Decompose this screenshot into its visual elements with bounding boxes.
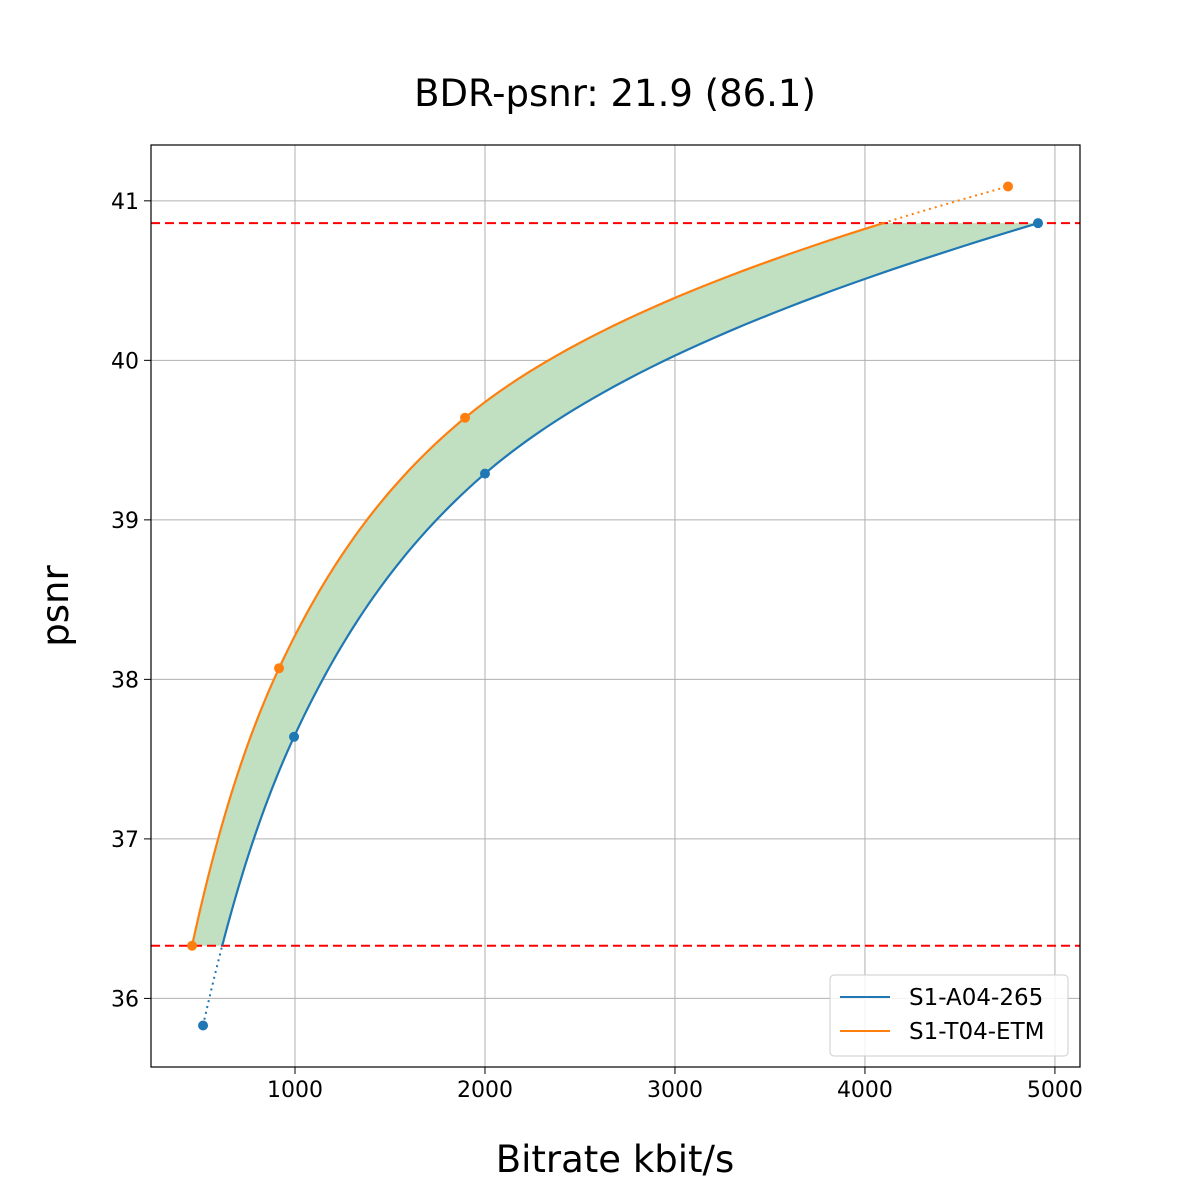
legend-box <box>829 974 1069 1057</box>
legend-label-s1-t04-etm: S1-T04-ETM <box>909 1019 1044 1045</box>
data-point-s1-a04-265 <box>1033 218 1044 229</box>
x-tick-label: 2000 <box>457 1078 513 1103</box>
series-extrapolation-s1-a04-265 <box>202 945 224 1026</box>
y-tick-label: 40 <box>111 349 139 374</box>
y-tick-label: 39 <box>111 509 139 534</box>
series-extrapolation-s1-t04-etm <box>882 185 1009 225</box>
data-point-s1-t04-etm <box>1002 181 1013 192</box>
y-tick-label: 37 <box>111 828 139 853</box>
x-tick-label: 3000 <box>647 1078 703 1103</box>
y-tick-label: 38 <box>111 668 139 693</box>
plot-frame <box>150 144 1081 1068</box>
data-point-s1-a04-265 <box>198 1020 209 1031</box>
x-axis-label: Bitrate kbit/s <box>496 1138 735 1181</box>
y-tick-label: 36 <box>111 987 139 1012</box>
series-line-s1-a04-265 <box>221 222 1039 947</box>
x-tick-label: 5000 <box>1027 1078 1083 1103</box>
data-point-s1-t04-etm <box>460 412 471 423</box>
y-tick-label: 41 <box>111 190 139 215</box>
data-point-s1-t04-etm <box>187 940 198 951</box>
fill-between-area <box>192 223 1039 946</box>
series-line-s1-t04-etm <box>190 222 884 947</box>
data-point-s1-a04-265 <box>289 731 300 742</box>
legend-label-s1-a04-265: S1-A04-265 <box>909 985 1043 1011</box>
y-axis-label: psnr <box>34 565 77 647</box>
chart-title: BDR-psnr: 21.9 (86.1) <box>414 72 816 115</box>
x-tick-label: 1000 <box>267 1078 323 1103</box>
x-tick-label: 4000 <box>837 1078 893 1103</box>
legend: S1-A04-265 S1-T04-ETM <box>829 974 1069 1057</box>
data-point-s1-a04-265 <box>479 468 490 479</box>
data-point-s1-t04-etm <box>274 663 285 674</box>
